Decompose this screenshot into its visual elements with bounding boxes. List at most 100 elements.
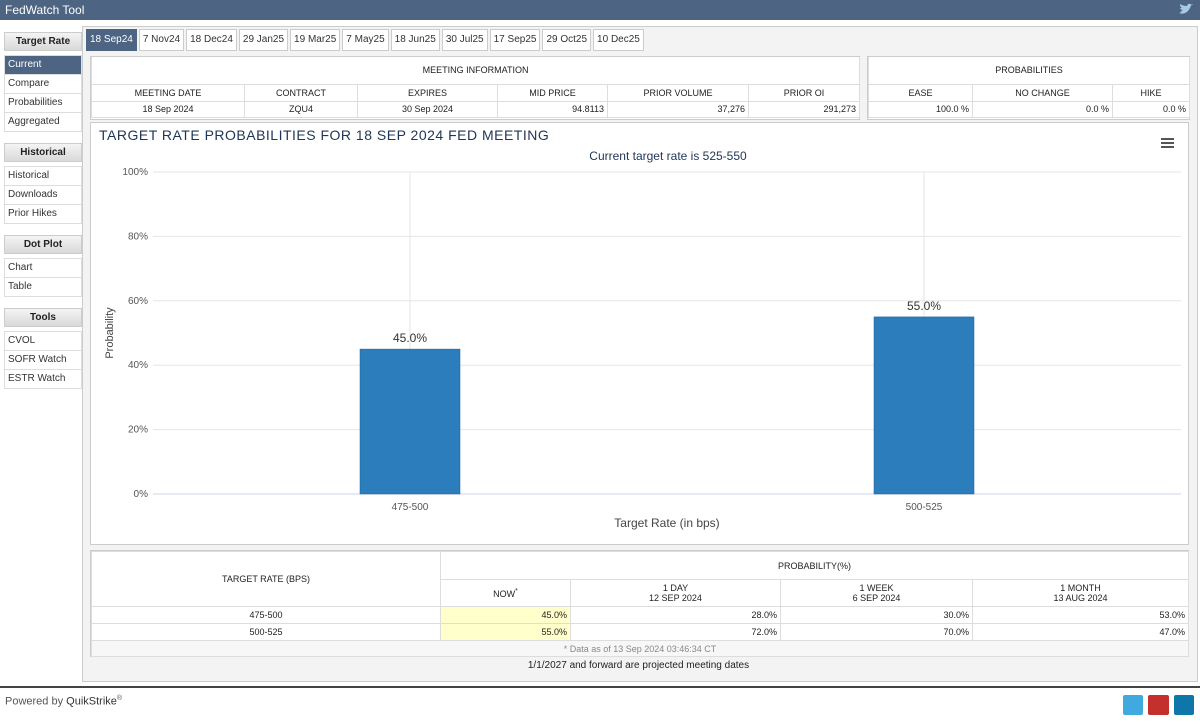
value-label: 45.0% xyxy=(393,331,427,345)
cell: 475-500 xyxy=(91,606,441,624)
cell: 55.0% xyxy=(440,623,571,641)
column-header: PRIOR VOLUME xyxy=(607,83,749,102)
column-header: NO CHANGE xyxy=(972,83,1113,102)
bar xyxy=(873,316,975,495)
sidebar-item[interactable]: Aggregated xyxy=(4,113,82,132)
tab[interactable]: 18 Jun25 xyxy=(390,29,440,51)
cell: 94.8113 xyxy=(497,100,608,118)
table-title: PROBABILITIES xyxy=(868,57,1190,85)
twitter-icon[interactable] xyxy=(1178,3,1193,16)
chart-title: TARGET RATE PROBABILITIES FOR 18 SEP 202… xyxy=(99,127,549,143)
data-note: * Data as of 13 Sep 2024 03:46:34 CT xyxy=(90,640,1190,657)
now-header: NOW* xyxy=(440,579,571,607)
sidebar-item[interactable]: Chart xyxy=(4,258,82,278)
column-header-line: 12 SEP 2024 xyxy=(649,593,702,603)
sidebar-item[interactable]: CVOL xyxy=(4,331,82,351)
tab[interactable]: 18 Dec24 xyxy=(186,29,237,51)
note-row: * Data as of 13 Sep 2024 03:46:34 CT xyxy=(90,640,1190,657)
info-table: MEETING INFORMATION MEETING DATE CONTRACT E… xyxy=(90,57,861,118)
data-row: 18 Sep 2024 ZQU4 30 Sep 2024 94.8113 37,276 2… xyxy=(91,100,861,118)
prob-table: TARGET RATE (BPS) PROBABILITY(%) NOW* 1 DAY… xyxy=(90,551,1190,657)
sidebar-item[interactable]: Probabilities xyxy=(4,94,82,113)
y-tick-label: 60% xyxy=(128,296,148,307)
linkedin-button[interactable] xyxy=(1174,695,1194,715)
sidebar-group: Dot Plot Chart Table xyxy=(4,235,82,297)
tab[interactable]: 18 Sep24 xyxy=(86,29,137,51)
tab[interactable]: 7 May25 xyxy=(342,29,389,51)
cell: 30 Sep 2024 xyxy=(357,100,498,118)
now-mark: * xyxy=(515,587,518,595)
column-header: MEETING DATE xyxy=(91,83,245,102)
column-header: HIKE xyxy=(1112,83,1190,102)
brand[interactable]: QuikStrike xyxy=(66,695,117,708)
powered-text: Powered by xyxy=(5,695,64,708)
powered-by: Powered by QuikStrike® xyxy=(5,695,122,708)
group-row: TARGET RATE (BPS) PROBABILITY(%) xyxy=(91,551,1190,607)
chart: TARGET RATE PROBABILITIES FOR 18 SEP 202… xyxy=(99,127,1181,530)
sidebar-group: Historical Historical Downloads Prior Hikes xyxy=(4,143,82,224)
tab[interactable]: 30 Jul25 xyxy=(441,29,488,51)
cell: 47.0% xyxy=(971,623,1190,641)
tab[interactable]: 29 Oct25 xyxy=(542,29,592,51)
sidebar-item[interactable]: Table xyxy=(4,278,82,297)
cell: 0.0 % xyxy=(972,100,1113,118)
header: FedWatch Tool xyxy=(0,0,1200,20)
now-label: NOW xyxy=(493,588,516,599)
sidebar-item[interactable]: Prior Hikes xyxy=(4,205,82,224)
sidebar-heading: Target Rate xyxy=(4,32,82,51)
sidebar-item[interactable]: Historical xyxy=(4,166,82,186)
column-header: CONTRACT xyxy=(244,83,358,102)
header-row: EASE NO CHANGE HIKE xyxy=(868,83,1190,102)
twitter-button[interactable] xyxy=(1123,695,1143,715)
column-header: EXPIRES xyxy=(357,83,498,102)
sidebar-group: Tools CVOL SOFR Watch ESTR Watch xyxy=(4,308,82,389)
column-header: EASE xyxy=(868,83,973,102)
table-title: MEETING INFORMATION xyxy=(90,57,861,85)
probabilities-summary: PROBABILITIES EASE NO CHANGE HIKE 100.0 % 0.0… xyxy=(867,56,1190,120)
cell: 72.0% xyxy=(570,623,781,641)
chart-panel: TARGET RATE PROBABILITIES FOR 18 SEP 202… xyxy=(90,122,1189,545)
y-tick-label: 40% xyxy=(128,360,148,371)
column-header: MID PRICE xyxy=(497,83,608,102)
column-header-line: 1 WEEK xyxy=(859,583,894,593)
footer: Powered by QuikStrike® xyxy=(0,686,1200,724)
menu-icon[interactable] xyxy=(1161,138,1174,148)
tab[interactable]: 17 Sep25 xyxy=(489,29,541,51)
column-header: PRIOR OI xyxy=(747,83,861,102)
cell: 18 Sep 2024 xyxy=(91,100,245,118)
column-header-line: 1 DAY xyxy=(662,583,689,593)
sidebar-item[interactable]: Downloads xyxy=(4,186,82,205)
sidebar-heading: Dot Plot xyxy=(4,235,82,254)
tab[interactable]: 29 Jan25 xyxy=(238,29,289,51)
column-row: NOW* 1 DAY 12 SEP 2024 1 WEEK 6 SEP 2024 1 MO… xyxy=(92,579,1190,607)
value-label: 55.0% xyxy=(907,299,941,313)
column-header-line: 1 MONTH xyxy=(1060,583,1101,593)
meeting-tabs: 18 Sep24 7 Nov24 18 Dec24 29 Jan25 19 Mar25 7… xyxy=(86,29,646,51)
cell: 100.0 % xyxy=(868,100,973,118)
sidebar-item[interactable]: SOFR Watch xyxy=(4,351,82,370)
sidebar-heading: Historical xyxy=(4,143,82,162)
title-row: PROBABILITIES xyxy=(868,57,1190,85)
cell: 45.0% xyxy=(440,606,571,624)
cell: 28.0% xyxy=(570,606,781,624)
y-tick-label: 100% xyxy=(122,167,148,178)
info-table: PROBABILITIES EASE NO CHANGE HIKE 100.0 % 0.0… xyxy=(868,57,1190,118)
data-row: 475-500 45.0% 28.0% 30.0% 53.0% xyxy=(91,606,1190,624)
sidebar-item[interactable]: Current xyxy=(4,55,82,75)
cell: 70.0% xyxy=(780,623,973,641)
tab[interactable]: 7 Nov24 xyxy=(138,29,185,51)
x-tick-label: 500-525 xyxy=(906,502,943,513)
y-tick-label: 20% xyxy=(128,425,148,436)
y-axis-label: Probability xyxy=(104,307,116,359)
youtube-button[interactable] xyxy=(1148,695,1169,715)
corner-header: TARGET RATE (BPS) xyxy=(91,551,441,607)
sidebar-item[interactable]: ESTR Watch xyxy=(4,370,82,389)
meeting-info: MEETING INFORMATION MEETING DATE CONTRACT E… xyxy=(90,56,861,120)
tab[interactable]: 19 Mar25 xyxy=(290,29,341,51)
sidebar-item[interactable]: Compare xyxy=(4,75,82,94)
app-title: FedWatch Tool xyxy=(5,3,85,17)
tab[interactable]: 10 Dec25 xyxy=(593,29,644,51)
x-tick-label: 475-500 xyxy=(392,502,429,513)
cell: 53.0% xyxy=(971,606,1190,624)
